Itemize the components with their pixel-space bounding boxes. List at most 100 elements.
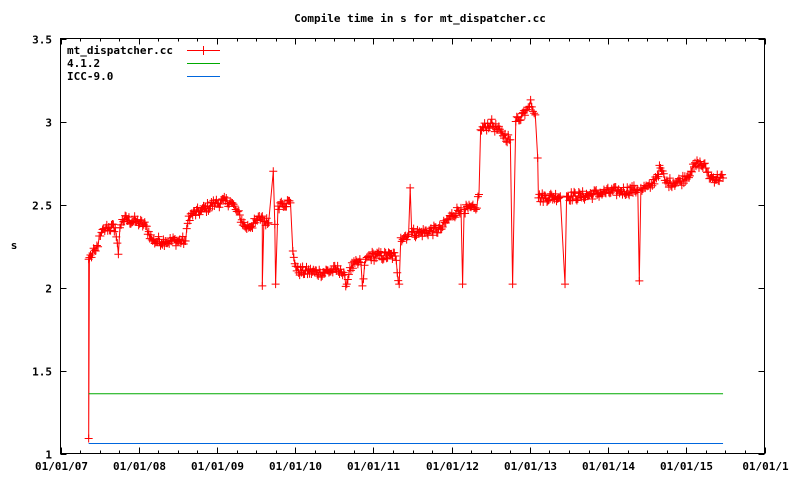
data-point (449, 212, 458, 221)
data-point (90, 246, 99, 255)
data-point (185, 216, 194, 225)
data-point (519, 106, 528, 115)
data-point (271, 280, 280, 289)
data-point (700, 159, 709, 168)
data-point (220, 192, 229, 201)
data-point (554, 194, 563, 203)
data-point (393, 268, 402, 277)
data-point (608, 187, 617, 196)
data-point (718, 170, 727, 179)
data-point (230, 202, 239, 211)
data-point (216, 200, 225, 209)
data-point (391, 251, 400, 260)
data-point (685, 171, 694, 180)
data-point (441, 218, 450, 227)
data-point (543, 196, 552, 205)
data-point (473, 192, 482, 201)
data-point (516, 115, 525, 124)
data-point (411, 233, 420, 242)
y-tick-label: 3.5 (32, 34, 52, 47)
data-point (406, 183, 415, 192)
data-point (163, 239, 172, 248)
data-point (629, 181, 638, 190)
data-point (378, 255, 387, 264)
data-point (684, 173, 693, 182)
data-point (533, 154, 542, 163)
data-point (178, 232, 187, 241)
data-point (526, 95, 535, 104)
legend-label: mt_dispatcher.cc (67, 44, 173, 57)
data-point (339, 268, 348, 277)
y-tick-label: 3 (45, 117, 52, 130)
data-point (288, 246, 297, 255)
data-point (438, 223, 447, 232)
data-point (679, 179, 688, 188)
data-point (258, 281, 267, 290)
data-point (719, 173, 728, 182)
x-tick-label: 01/01/13 (504, 460, 557, 473)
data-point (112, 232, 121, 241)
chart-title: Compile time in s for mt_dispatcher.cc (294, 12, 546, 25)
x-tick-label: 01/01/10 (269, 460, 322, 473)
y-tick-label: 1 (45, 449, 52, 462)
data-point (531, 110, 540, 119)
x-tick-label: 01/01/15 (660, 460, 713, 473)
data-point (121, 211, 130, 220)
data-point (207, 198, 216, 207)
data-point (699, 159, 708, 168)
data-point (397, 237, 406, 246)
data-point (530, 109, 539, 118)
data-point (248, 224, 257, 233)
data-point (659, 169, 668, 178)
data-point (418, 232, 427, 241)
data-point (262, 214, 271, 223)
data-point (114, 250, 123, 259)
data-point (495, 125, 504, 134)
data-point (472, 204, 481, 213)
data-point (110, 227, 119, 236)
series-line-mt-dispatcher-cc (88, 99, 724, 439)
plot-frame (60, 38, 765, 454)
data-point (276, 198, 285, 207)
series-layer (84, 95, 728, 445)
data-point (551, 189, 560, 198)
data-point (106, 226, 115, 235)
data-point (140, 218, 149, 227)
data-point (343, 275, 352, 284)
data-point (270, 220, 279, 229)
data-point (574, 188, 583, 197)
data-point (341, 282, 350, 291)
data-point (704, 167, 713, 176)
data-point (484, 124, 493, 133)
x-tick-label: 01/01/08 (113, 460, 166, 473)
data-point (390, 248, 399, 257)
axis-ticks: 1 1.5 2 2.5 3 3.5 01/01/07 01/01/08 01/01/09 01/0… (32, 34, 789, 474)
data-point (382, 254, 391, 263)
data-point (360, 261, 369, 270)
data-point (292, 266, 301, 275)
data-point (686, 167, 695, 176)
y-axis-label: s (11, 239, 18, 252)
data-point (451, 211, 460, 220)
data-point (471, 205, 480, 214)
data-point (291, 262, 300, 271)
data-point (409, 224, 418, 233)
data-point (527, 102, 536, 111)
data-point (395, 280, 404, 289)
data-point (520, 111, 529, 120)
data-point (229, 200, 238, 209)
x-tick-label: 01/01/1 (742, 460, 789, 473)
x-tick-label: 01/01/09 (191, 460, 244, 473)
data-point (286, 198, 295, 207)
data-point (87, 253, 96, 262)
data-point (437, 225, 446, 234)
data-point (154, 232, 163, 241)
data-point (606, 188, 615, 197)
data-point (348, 264, 357, 273)
data-point (564, 192, 573, 201)
data-point (392, 256, 401, 265)
y-tick-label: 1.5 (32, 366, 52, 379)
data-point (359, 274, 368, 283)
